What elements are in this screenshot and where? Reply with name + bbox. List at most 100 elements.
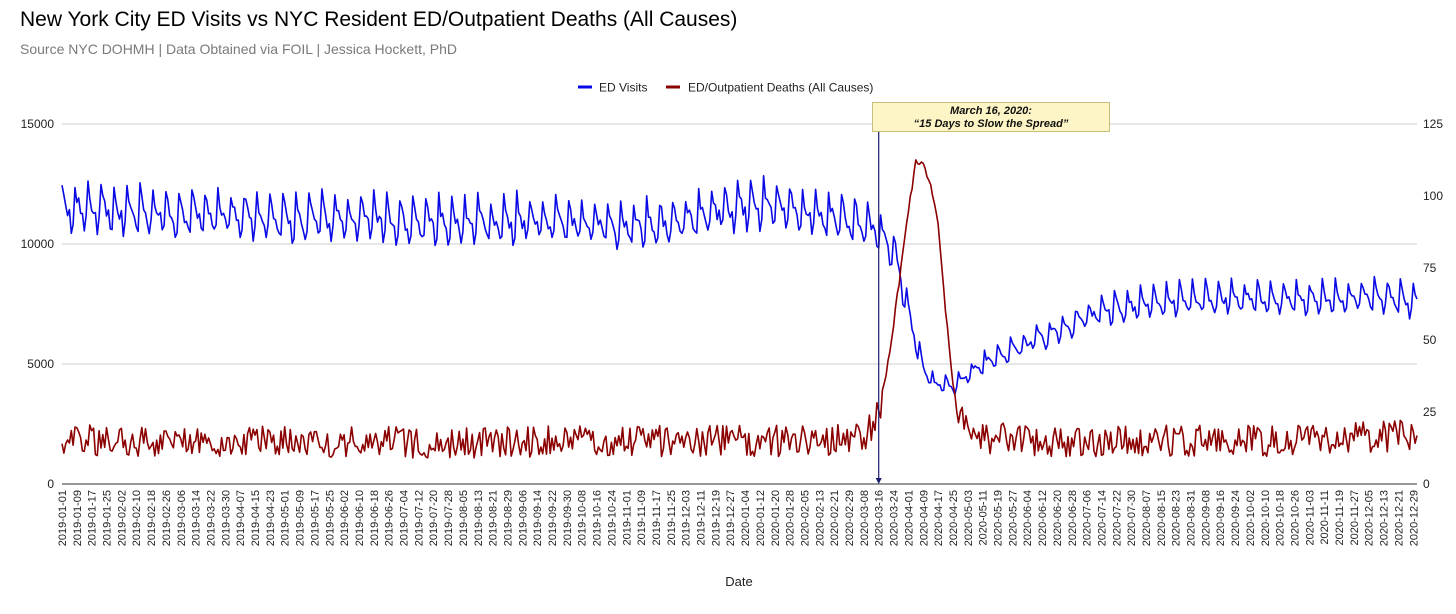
legend-label-ed-visits: ED Visits — [599, 81, 647, 95]
x-tick-label: 2020-05-27 — [1007, 490, 1019, 546]
x-tick-label: 2020-08-23 — [1171, 490, 1183, 546]
x-tick-label: 2019-11-09 — [636, 490, 648, 545]
x-tick-label: 2019-02-26 — [161, 490, 173, 546]
x-tick-label: 2020-06-12 — [1037, 490, 1049, 546]
x-tick-label: 2020-03-24 — [889, 490, 901, 546]
x-tick-label: 2020-01-12 — [755, 490, 767, 546]
x-tick-label: 2019-10-16 — [592, 490, 604, 546]
x-tick-label: 2020-10-10 — [1260, 490, 1272, 546]
x-tick-label: 2020-07-06 — [1082, 490, 1094, 546]
x-tick-label: 2020-11-19 — [1334, 490, 1346, 545]
legend: ED Visits ED/Outpatient Deaths (All Caus… — [578, 81, 873, 95]
y-right-tick-label: 75 — [1423, 261, 1437, 275]
annotation-line-2: “15 Days to Slow the Spread” — [913, 118, 1069, 130]
x-tick-label: 2020-09-16 — [1215, 490, 1227, 546]
x-tick-label: 2019-08-21 — [488, 490, 500, 546]
x-tick-label: 2020-06-04 — [1022, 490, 1034, 546]
x-tick-label: 2019-09-06 — [517, 490, 529, 546]
x-tick-label: 2019-01-09 — [72, 490, 84, 546]
x-tick-label: 2020-06-28 — [1067, 490, 1079, 546]
x-tick-label: 2020-06-20 — [1052, 490, 1064, 546]
x-tick-label: 2019-12-27 — [725, 490, 737, 546]
x-tick-label: 2020-02-29 — [844, 490, 856, 546]
annotation-arrowhead — [875, 478, 882, 484]
x-tick-label: 2019-01-17 — [87, 490, 99, 546]
x-tick-label: 2019-12-11 — [696, 490, 708, 545]
x-tick-label: 2019-10-24 — [606, 490, 618, 546]
x-tick-label: 2020-12-13 — [1379, 490, 1391, 546]
x-tick-label: 2020-03-08 — [859, 490, 871, 546]
legend-label-deaths: ED/Outpatient Deaths (All Causes) — [688, 81, 873, 95]
x-tick-label: 2019-05-01 — [280, 490, 292, 546]
y-left-tick-label: 0 — [47, 477, 54, 491]
x-tick-label: 2019-12-19 — [710, 490, 722, 546]
x-tick-label: 2020-07-30 — [1126, 490, 1138, 546]
x-tick-label: 2020-03-16 — [874, 490, 886, 546]
series-layer — [61, 159, 1418, 459]
x-tick-label: 2019-10-08 — [577, 490, 589, 546]
y-right-tick-label: 50 — [1423, 333, 1437, 347]
x-tick-label: 2019-02-18 — [146, 490, 158, 546]
x-tick-label: 2019-08-29 — [502, 490, 514, 546]
y-left-tick-label: 5000 — [27, 357, 54, 371]
x-tick-label: 2020-08-15 — [1156, 490, 1168, 546]
gridlines — [62, 123, 1417, 365]
x-tick-label: 2019-11-25 — [666, 490, 678, 545]
x-tick-label: 2019-07-20 — [428, 490, 440, 546]
x-tick-label: 2020-07-22 — [1111, 490, 1123, 546]
x-tick-label: 2019-01-01 — [57, 490, 69, 546]
series-line-deaths — [61, 159, 1418, 459]
x-tick-label: 2019-11-01 — [621, 490, 633, 545]
x-tick-label: 2020-04-25 — [948, 490, 960, 546]
x-tick-label: 2019-07-04 — [399, 490, 411, 546]
x-tick-label: 2019-06-10 — [354, 490, 366, 546]
x-tick-label: 2019-05-09 — [295, 490, 307, 546]
x-tick-label: 2019-04-07 — [235, 490, 247, 546]
x-tick-label: 2020-01-20 — [770, 490, 782, 546]
y-left-tick-label: 15000 — [21, 117, 55, 131]
x-tick-label: 2020-12-29 — [1408, 490, 1420, 546]
x-tick-label: 2019-09-22 — [547, 490, 559, 546]
x-tick-label: 2020-09-08 — [1200, 490, 1212, 546]
annotation-box: March 16, 2020: “15 Days to Slow the Spr… — [872, 102, 1110, 132]
annotation-layer — [875, 132, 882, 484]
x-tick-label: 2020-11-03 — [1304, 490, 1316, 545]
x-tick-label: 2020-05-03 — [963, 490, 975, 546]
y-right-tick-label: 0 — [1423, 477, 1430, 491]
x-tick-label: 2019-06-02 — [339, 490, 351, 546]
x-tick-label: 2020-11-27 — [1349, 490, 1361, 545]
y-right-tick-label: 25 — [1423, 405, 1437, 419]
x-tick-label: 2019-02-02 — [116, 490, 128, 546]
x-tick-label: 2019-04-23 — [265, 490, 277, 546]
x-tick-label: 2019-04-15 — [250, 490, 262, 546]
x-tick-label: 2020-08-07 — [1141, 490, 1153, 546]
x-tick-label: 2020-08-31 — [1186, 490, 1198, 546]
chart-title: New York City ED Visits vs NYC Resident … — [20, 8, 738, 31]
y-right-tick-label: 100 — [1423, 189, 1443, 203]
x-tick-label: 2019-08-05 — [458, 490, 470, 546]
x-tick-label: 2020-04-09 — [918, 490, 930, 546]
x-tick-label: 2020-01-28 — [785, 490, 797, 546]
x-tick-label: 2019-07-12 — [413, 490, 425, 546]
x-tick-label: 2019-06-18 — [369, 490, 381, 546]
x-tick-label: 2020-12-21 — [1393, 490, 1405, 546]
x-tick-label: 2020-04-17 — [933, 490, 945, 546]
x-tick-label: 2020-11-11 — [1319, 490, 1331, 545]
series-line-ed-visits — [61, 175, 1418, 396]
annotation-line-1: March 16, 2020: — [950, 105, 1032, 117]
x-tick-label: 2019-03-30 — [220, 490, 232, 546]
x-tick-label: 2020-02-13 — [814, 490, 826, 546]
x-tick-label: 2019-03-14 — [191, 490, 203, 546]
x-tick-label: 2020-07-14 — [1096, 490, 1108, 546]
x-tick-label: 2019-01-25 — [102, 490, 114, 546]
y-right-tick-label: 125 — [1423, 117, 1443, 131]
x-axis-title: Date — [725, 574, 752, 589]
x-tick-label: 2020-05-19 — [993, 490, 1005, 546]
chart-subtitle: Source NYC DOHMH | Data Obtained via FOI… — [20, 41, 458, 57]
x-tick-label: 2020-02-21 — [829, 490, 841, 546]
x-tick-label: 2020-10-02 — [1245, 490, 1257, 546]
x-tick-label: 2019-05-25 — [324, 490, 336, 546]
x-tick-label: 2020-05-11 — [978, 490, 990, 545]
